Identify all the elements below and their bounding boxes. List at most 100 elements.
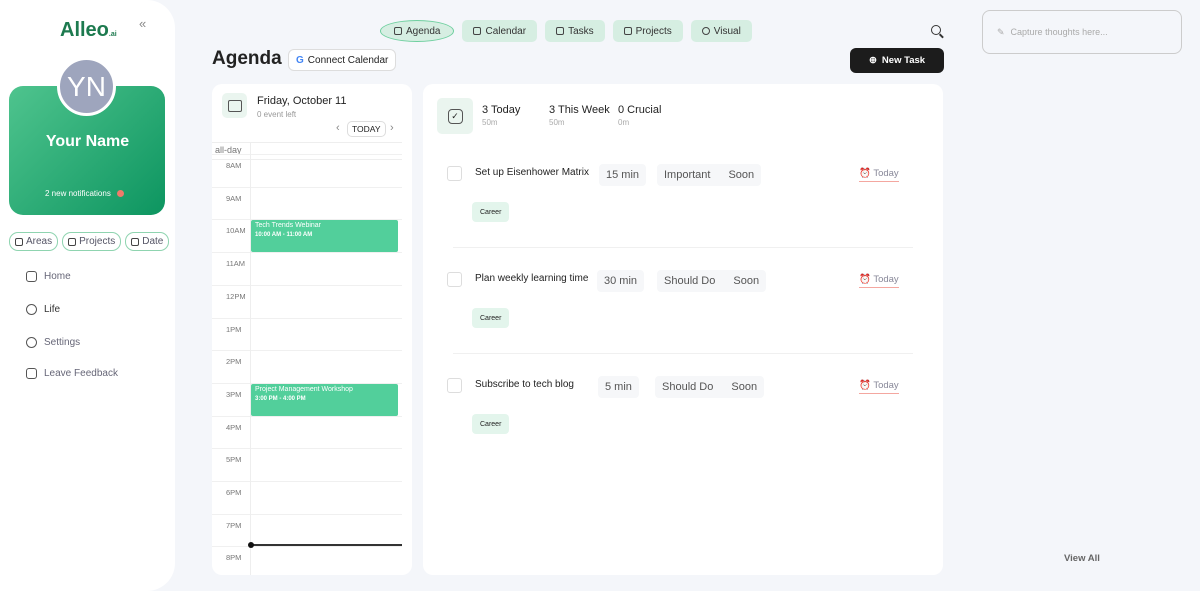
tab-agenda[interactable]: Agenda bbox=[380, 20, 455, 42]
due-date[interactable]: ⏰ Today bbox=[859, 274, 899, 288]
task-name[interactable]: Plan weekly learning time bbox=[475, 273, 589, 284]
task-name[interactable]: Set up Eisenhower Matrix bbox=[475, 167, 589, 178]
priority-pill[interactable]: Important Soon bbox=[657, 164, 762, 186]
priority-pill[interactable]: Should Do Soon bbox=[655, 376, 765, 398]
hour-label: 5PM bbox=[226, 455, 242, 465]
stat-crucial[interactable]: 0 Crucial 0m bbox=[618, 104, 662, 127]
task-checkbox[interactable] bbox=[447, 166, 462, 181]
calendar-date: Friday, October 11 bbox=[257, 95, 347, 107]
google-icon: G bbox=[296, 54, 304, 66]
calendar-event[interactable]: Project Management Workshop 3:00 PM - 4:0… bbox=[251, 383, 398, 416]
nav-leave-feedback[interactable]: Leave Feedback bbox=[26, 368, 118, 379]
hour-label: 7PM bbox=[226, 520, 242, 530]
tab-tasks[interactable]: Tasks bbox=[545, 20, 605, 42]
capture-thoughts-input[interactable]: ✎ Capture thoughts here... bbox=[982, 10, 1182, 54]
day-calendar: Friday, October 11 0 event left ‹ TODAY … bbox=[212, 84, 412, 575]
time-column-divider bbox=[250, 142, 251, 575]
tab-projects[interactable]: Projects bbox=[612, 20, 683, 42]
all-day-row[interactable]: all-day bbox=[212, 142, 402, 160]
hour-row[interactable]: 1PM bbox=[212, 317, 402, 351]
sidebar: Alleo.ai « YN Your Name 2 new notificati… bbox=[0, 0, 175, 591]
view-all-link[interactable]: View All bbox=[1064, 553, 1100, 564]
hour-row[interactable]: 12PM bbox=[212, 284, 402, 318]
next-day-button[interactable]: › bbox=[390, 122, 394, 134]
due-date[interactable]: ⏰ Today bbox=[859, 168, 899, 182]
feedback-icon bbox=[26, 368, 37, 379]
stat-this-week[interactable]: 3 This Week 50m bbox=[549, 104, 610, 127]
due-date[interactable]: ⏰ Today bbox=[859, 380, 899, 394]
hour-label: 10AM bbox=[226, 226, 246, 236]
today-button[interactable]: TODAY bbox=[347, 121, 386, 137]
hour-row[interactable]: 10AM bbox=[212, 219, 402, 252]
hour-row[interactable]: 11AM bbox=[212, 252, 402, 285]
task-name[interactable]: Subscribe to tech blog bbox=[475, 379, 574, 390]
avatar[interactable]: YN bbox=[57, 57, 116, 116]
calendar-icon bbox=[473, 27, 482, 35]
notifications-link[interactable]: 2 new notifications bbox=[45, 189, 124, 198]
calendar-icon bbox=[222, 93, 247, 118]
task-list: ✓ 3 Today 50m 3 This Week 50m 0 Crucial 0m … bbox=[423, 84, 943, 575]
home-icon bbox=[26, 271, 37, 282]
hour-label: 8AM bbox=[226, 161, 242, 170]
alarm-icon: ⏰ bbox=[859, 274, 871, 285]
task-item[interactable]: Subscribe to tech blog 5 min Should Do So… bbox=[423, 366, 943, 472]
projects-icon bbox=[623, 27, 632, 35]
check-icon bbox=[556, 27, 565, 35]
task-tag[interactable]: Career bbox=[472, 202, 510, 222]
priority-pill[interactable]: Should Do Soon bbox=[657, 270, 767, 292]
hour-label: 12PM bbox=[226, 291, 246, 301]
filter-projects[interactable]: Projects bbox=[62, 232, 122, 251]
view-tabs: Agenda Calendar Tasks Projects Visual bbox=[380, 20, 752, 42]
tab-visual[interactable]: Visual bbox=[690, 20, 752, 42]
collapse-sidebar-button[interactable]: « bbox=[139, 16, 147, 31]
calendar-event[interactable]: Tech Trends Webinar 10:00 AM - 11:00 AM bbox=[251, 220, 398, 253]
hour-label: 1PM bbox=[226, 324, 242, 334]
tasks-icon: ✓ bbox=[437, 98, 473, 134]
new-task-button[interactable]: ⊕ New Task bbox=[850, 48, 944, 73]
filter-areas[interactable]: Areas bbox=[9, 232, 59, 251]
target-icon bbox=[26, 304, 37, 315]
hour-label: 3PM bbox=[226, 389, 242, 399]
hour-label: 6PM bbox=[226, 488, 242, 497]
nav-home[interactable]: Home bbox=[26, 271, 71, 282]
hour-row[interactable]: 7PM bbox=[212, 513, 402, 547]
visual-icon bbox=[701, 27, 710, 35]
task-checkbox[interactable] bbox=[447, 378, 462, 393]
current-time-indicator bbox=[248, 542, 402, 547]
duration-pill[interactable]: 5 min bbox=[598, 376, 639, 398]
plus-circle-icon: ⊕ bbox=[868, 55, 877, 66]
search-icon[interactable] bbox=[931, 25, 941, 35]
task-tag[interactable]: Career bbox=[472, 414, 510, 434]
hour-row[interactable]: 5PM bbox=[212, 448, 402, 481]
divider bbox=[453, 247, 913, 248]
hour-row[interactable]: 4PM bbox=[212, 415, 402, 449]
hour-row[interactable]: 2PM bbox=[212, 350, 402, 383]
filter-date[interactable]: Date bbox=[125, 232, 170, 251]
duration-pill[interactable]: 30 min bbox=[597, 270, 645, 292]
alarm-icon: ⏰ bbox=[859, 380, 871, 391]
hour-row[interactable]: 8AM bbox=[212, 154, 402, 187]
nav-settings[interactable]: Settings bbox=[26, 337, 80, 348]
page-title: Agenda bbox=[212, 48, 282, 69]
connect-calendar-button[interactable]: G Connect Calendar bbox=[288, 49, 397, 71]
hour-row[interactable]: 3PM bbox=[212, 382, 402, 416]
pen-icon: ✎ bbox=[997, 26, 1005, 37]
duration-pill[interactable]: 15 min bbox=[599, 164, 647, 186]
tab-calendar[interactable]: Calendar bbox=[462, 20, 538, 42]
stat-today[interactable]: 3 Today 50m bbox=[482, 104, 521, 127]
logo[interactable]: Alleo.ai bbox=[60, 19, 117, 41]
agenda-icon bbox=[394, 27, 402, 35]
task-item[interactable]: Set up Eisenhower Matrix 15 min Importan… bbox=[423, 154, 943, 260]
task-tag[interactable]: Career bbox=[472, 308, 510, 328]
task-item[interactable]: Plan weekly learning time 30 min Should … bbox=[423, 260, 943, 366]
hour-label: 11AM bbox=[226, 259, 246, 269]
hour-row[interactable]: 9AM bbox=[212, 186, 402, 220]
prev-day-button[interactable]: ‹ bbox=[336, 122, 340, 134]
hour-row[interactable]: 8PM bbox=[212, 546, 402, 575]
nav-life[interactable]: Life bbox=[26, 304, 60, 315]
hour-label: 8PM bbox=[226, 553, 242, 563]
hour-row[interactable]: 6PM bbox=[212, 481, 402, 514]
calendar-icon bbox=[131, 237, 140, 246]
areas-icon bbox=[15, 237, 23, 246]
task-checkbox[interactable] bbox=[447, 272, 462, 287]
